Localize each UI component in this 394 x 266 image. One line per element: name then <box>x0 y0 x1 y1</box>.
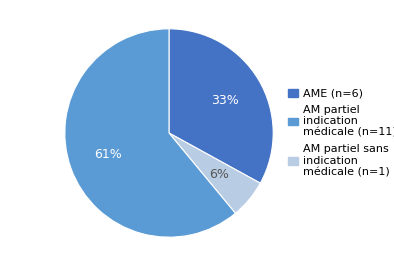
Legend: AME (n=6), AM partiel
indication
médicale (n=11), AM partiel sans
indication
méd: AME (n=6), AM partiel indication médical… <box>284 84 394 182</box>
Wedge shape <box>65 29 235 237</box>
Text: 61%: 61% <box>94 148 122 161</box>
Text: 6%: 6% <box>209 168 229 181</box>
Wedge shape <box>169 29 273 183</box>
Text: 33%: 33% <box>211 94 238 107</box>
Wedge shape <box>169 133 260 213</box>
